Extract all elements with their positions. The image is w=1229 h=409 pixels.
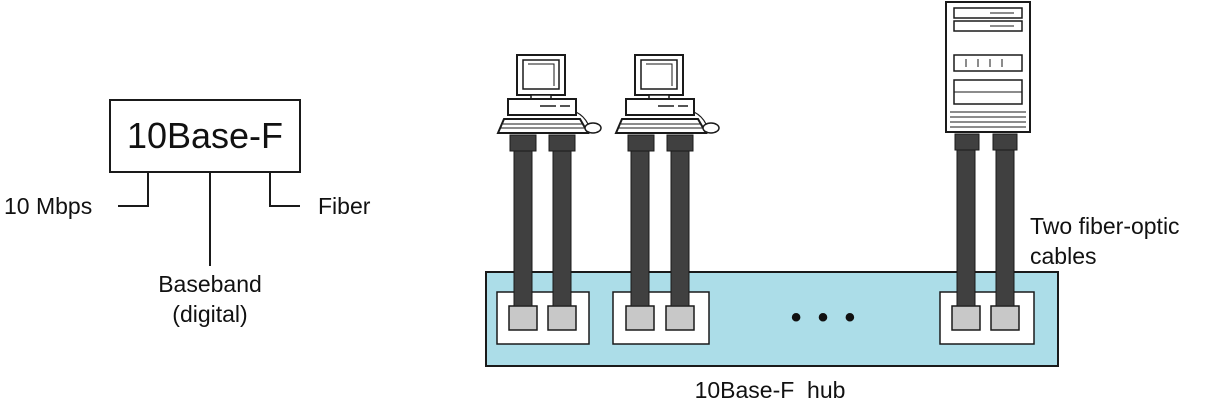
fiber-cable bbox=[552, 149, 572, 307]
computer-icon bbox=[614, 54, 720, 152]
fiber-cable bbox=[995, 149, 1015, 307]
medium-label: Fiber bbox=[318, 193, 371, 219]
speed-label: 10 Mbps bbox=[4, 193, 92, 219]
cables-label-line1: Two fiber-optic bbox=[1030, 213, 1180, 239]
hub-ellipsis: • • • bbox=[791, 301, 859, 334]
port bbox=[951, 305, 981, 331]
computer-icon bbox=[496, 54, 602, 152]
port-group-3 bbox=[939, 291, 1035, 345]
port-group-2 bbox=[612, 291, 710, 345]
port-group-1 bbox=[496, 291, 590, 345]
server-icon bbox=[945, 1, 1031, 151]
port bbox=[547, 305, 577, 331]
port bbox=[990, 305, 1020, 331]
port bbox=[665, 305, 695, 331]
fiber-cable bbox=[630, 149, 650, 307]
fiber-cable bbox=[513, 149, 533, 307]
cables-label-line2: cables bbox=[1030, 243, 1096, 269]
port bbox=[625, 305, 655, 331]
port bbox=[508, 305, 538, 331]
name-box-title: 10Base-F bbox=[127, 115, 283, 156]
digital-label: (digital) bbox=[172, 301, 247, 327]
fiber-leader-line bbox=[269, 172, 300, 207]
speed-leader-line bbox=[118, 172, 149, 207]
naming-legend: 10Base-F 10 Mbps Fiber Baseband (digital… bbox=[4, 99, 371, 327]
fiber-cables bbox=[513, 149, 1015, 307]
hub-label: 10Base-F hub bbox=[695, 377, 846, 403]
name-box bbox=[109, 99, 301, 173]
baseband-label: Baseband bbox=[158, 271, 262, 297]
fiber-cable bbox=[956, 149, 976, 307]
fiber-cable bbox=[670, 149, 690, 307]
